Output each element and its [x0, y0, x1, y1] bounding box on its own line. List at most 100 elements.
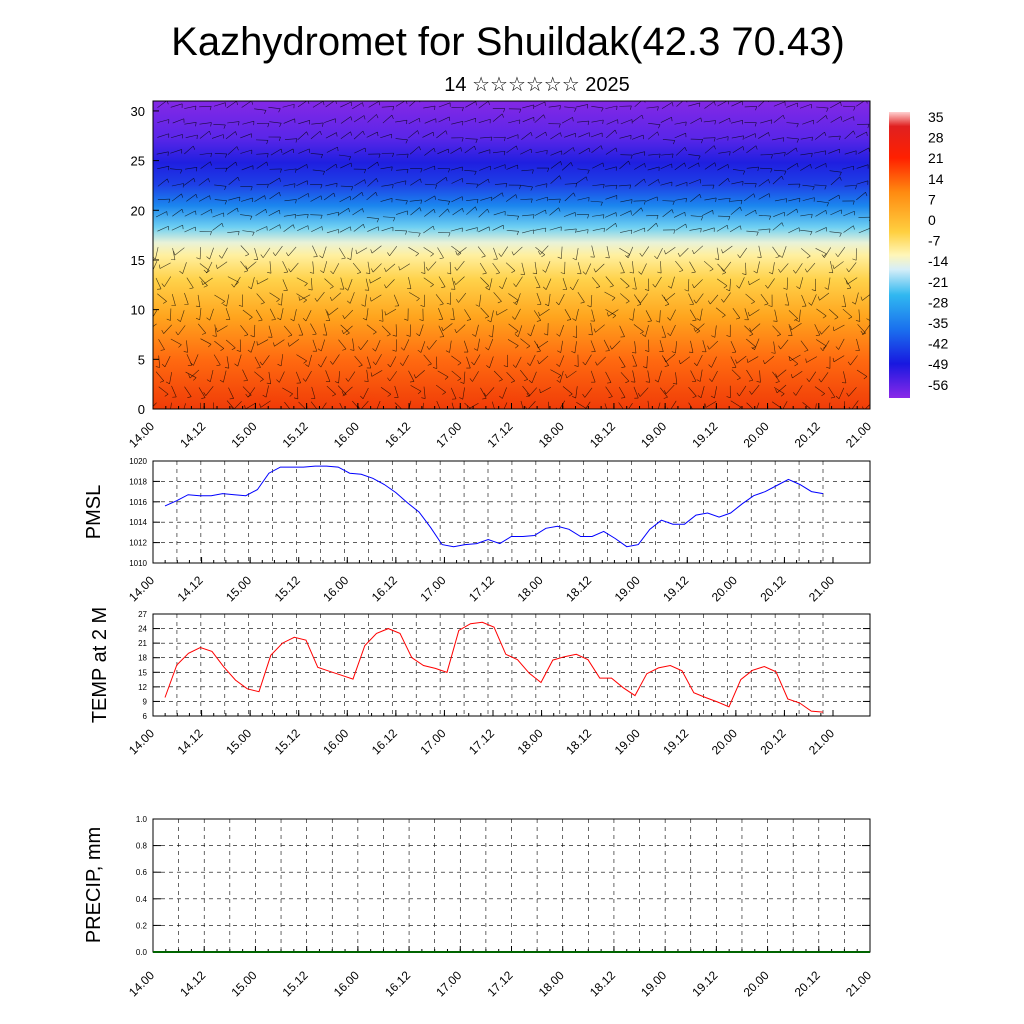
wind-barb [550, 132, 561, 140]
y-tick-label: 15 [138, 668, 147, 677]
wind-barb-flag [736, 377, 741, 381]
wind-barb-flag [654, 379, 659, 383]
wind-barb-flag [307, 193, 310, 198]
wind-barb-flag [245, 393, 249, 398]
wind-barb [711, 370, 718, 382]
y-tick-label: 0.6 [136, 868, 148, 877]
wind-barb-flag [671, 153, 674, 158]
precip-grid [152, 818, 871, 953]
wind-barb [744, 133, 756, 139]
wind-barb-flag [498, 253, 502, 257]
wind-barb-flag [427, 363, 432, 366]
wind-barb-flag [166, 211, 168, 216]
wind-barb [233, 276, 241, 288]
wind-barb [858, 309, 861, 322]
wind-barb-flag [206, 317, 210, 321]
wind-barb-flag [181, 193, 184, 198]
temp-x-axis: 14.00 14.12 15.00 15.12 16.00 16.12 17.00 17.12… [126, 710, 837, 757]
wind-barb [326, 385, 336, 395]
wind-barb [422, 131, 434, 138]
wind-barb [367, 261, 371, 274]
wind-barb-flag [335, 164, 338, 169]
wind-barb [352, 102, 363, 110]
wind-barb-flag [334, 381, 339, 384]
wind-barb-flag [691, 380, 696, 383]
wind-barb [172, 208, 183, 217]
wind-barb [282, 261, 289, 273]
wind-barb-flag [685, 198, 687, 203]
wind-barb [564, 183, 577, 185]
wind-barb-flag [302, 378, 306, 382]
wind-barb-flag [542, 269, 546, 273]
wind-barb-flag [360, 395, 364, 399]
wind-barb [506, 371, 515, 382]
pmsl-frame [152, 460, 871, 564]
wind-barb-flag [775, 389, 778, 394]
wind-barb [213, 354, 221, 366]
wind-barb-flag [721, 298, 724, 303]
wind-barb [772, 175, 782, 185]
wind-barb [548, 293, 551, 306]
wind-barb [800, 248, 811, 257]
wind-barb-flag [252, 232, 255, 236]
wind-barb-flag [713, 101, 716, 106]
wind-barb-flag [238, 305, 243, 307]
wind-barb-flag [691, 413, 695, 414]
wind-barb [255, 309, 263, 321]
wind-barb [722, 245, 733, 254]
wind-barb-flag [387, 377, 390, 382]
heatmap-y-tick-label: 15 [131, 253, 145, 268]
wind-barb [786, 147, 797, 155]
wind-barb-flag [587, 170, 590, 174]
wind-barb [871, 387, 881, 394]
wind-barb-flag [245, 254, 250, 257]
colorbar-label: -56 [928, 377, 948, 393]
wind-barb-flag [342, 394, 347, 397]
wind-barb [837, 246, 846, 257]
wind-barb-flag [173, 251, 176, 256]
wind-barb [760, 119, 772, 124]
wind-barb-flag [400, 411, 404, 413]
wind-barb-flag [455, 250, 458, 255]
wind-barb-flag [667, 407, 669, 409]
wind-barb-flag [434, 105, 436, 111]
wind-barb [619, 135, 632, 139]
wind-barb [389, 371, 397, 382]
precip-ylabel: PRECIP, mm [83, 827, 105, 943]
wind-barb [424, 118, 436, 124]
wind-barb-flag [212, 335, 217, 337]
y-tick-label: 1014 [129, 518, 147, 527]
wind-barb [689, 228, 702, 231]
wind-barb-flag [755, 106, 757, 111]
wind-barb [690, 194, 700, 202]
wind-barb [743, 193, 754, 202]
wind-barb-flag [490, 136, 493, 142]
wind-barb [700, 386, 705, 398]
wind-barb [657, 370, 662, 383]
wind-barb-flag [472, 334, 476, 337]
wind-barb [772, 246, 780, 257]
wind-barb [436, 401, 441, 409]
wind-barb-flag [536, 343, 539, 348]
wind-barb-flag [748, 312, 750, 317]
wind-barb [438, 102, 451, 108]
wind-barb-flag [629, 271, 634, 274]
wind-barb [217, 261, 228, 269]
wind-barb [385, 279, 395, 289]
wind-barb [311, 386, 316, 399]
wind-barb [477, 338, 480, 351]
wind-barb [464, 145, 475, 154]
wind-barb-flag [537, 250, 541, 255]
wind-barb [870, 146, 880, 153]
wind-barb [283, 224, 294, 232]
x-tick-label: 17.00 [417, 726, 448, 757]
wind-barb [522, 104, 534, 109]
temp-frame [152, 613, 871, 717]
wind-barb [493, 247, 498, 260]
wind-barb-flag [416, 298, 420, 302]
wind-barb [704, 145, 715, 154]
wind-barb-flag [168, 198, 171, 203]
wind-barb-flag [439, 257, 444, 259]
wind-barb [331, 292, 342, 301]
